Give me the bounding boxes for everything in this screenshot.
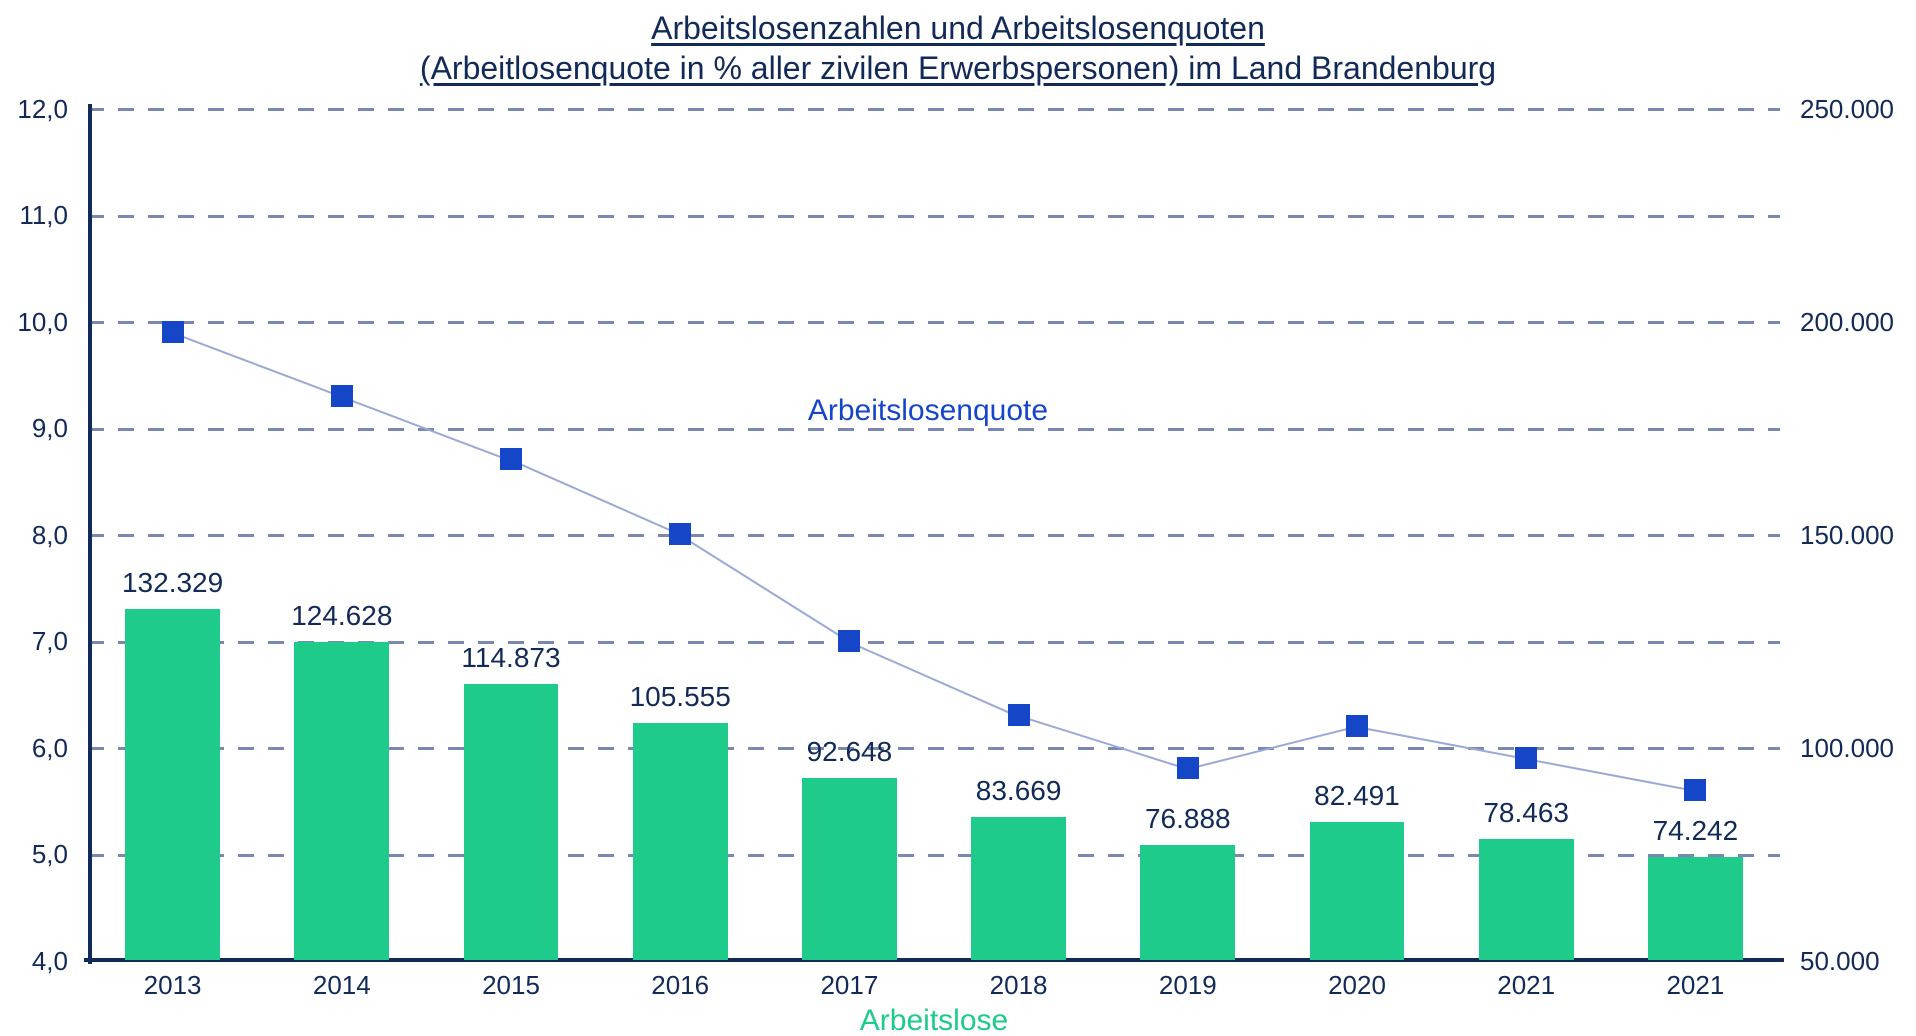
bar xyxy=(633,723,728,960)
x-tick-label: 2021 xyxy=(1476,970,1576,1001)
line-marker xyxy=(1177,757,1199,779)
y-right-tick: 50.000 xyxy=(1800,946,1880,977)
bar xyxy=(125,609,220,960)
bar-value-label: 76.888 xyxy=(1108,803,1268,835)
line-marker xyxy=(1515,747,1537,769)
bar xyxy=(802,778,897,960)
line-segment xyxy=(1357,726,1527,760)
x-tick-label: 2021 xyxy=(1645,970,1745,1001)
y-left-tick: 7,0 xyxy=(32,626,68,657)
line-segment xyxy=(1018,715,1188,770)
bar-value-label: 78.463 xyxy=(1446,797,1606,829)
x-tick-label: 2016 xyxy=(630,970,730,1001)
x-axis-title: Arbeitslose xyxy=(88,1004,1780,1036)
line-marker xyxy=(1346,715,1368,737)
line-segment xyxy=(1526,758,1696,792)
y-left-tick: 12,0 xyxy=(17,94,68,125)
bar xyxy=(1479,839,1574,960)
chart-title-line1: Arbeitslosenzahlen und Arbeitslosenquote… xyxy=(651,10,1265,46)
bar xyxy=(971,817,1066,960)
bar-value-label: 74.242 xyxy=(1615,815,1775,847)
y-left-tick: 10,0 xyxy=(17,307,68,338)
y-left-tick: 9,0 xyxy=(32,413,68,444)
x-tick-label: 2018 xyxy=(969,970,1069,1001)
bar xyxy=(1648,857,1743,960)
y-right-tick: 100.000 xyxy=(1800,733,1894,764)
y-right-tick: 250.000 xyxy=(1800,94,1894,125)
x-tick-label: 2019 xyxy=(1138,970,1238,1001)
y-left-tick: 11,0 xyxy=(19,200,68,231)
x-tick-label: 2014 xyxy=(292,970,392,1001)
y-left-tick: 8,0 xyxy=(32,520,68,551)
plot-area: 4,05,06,07,08,09,010,011,012,050.000100.… xyxy=(88,108,1780,960)
line-marker xyxy=(669,523,691,545)
line-marker xyxy=(1684,779,1706,801)
line-marker xyxy=(500,448,522,470)
bar xyxy=(464,684,559,960)
gridline xyxy=(88,321,1780,324)
bar-value-label: 105.555 xyxy=(600,681,760,713)
line-marker xyxy=(1008,704,1030,726)
line-segment xyxy=(849,641,1019,717)
gridline xyxy=(88,215,1780,218)
line-series-label: Arbeitslosenquote xyxy=(808,394,1048,428)
x-tick-label: 2013 xyxy=(123,970,223,1001)
y-left-tick: 6,0 xyxy=(32,733,68,764)
y-right-tick: 150.000 xyxy=(1800,520,1894,551)
bar-value-label: 92.648 xyxy=(769,736,929,768)
line-marker xyxy=(162,321,184,343)
bar-value-label: 82.491 xyxy=(1277,780,1437,812)
line-marker xyxy=(331,385,353,407)
bar xyxy=(294,642,389,960)
bar-value-label: 114.873 xyxy=(431,642,591,674)
chart-title-line2: (Arbeitlosenquote in % aller zivilen Erw… xyxy=(420,50,1496,86)
x-tick-label: 2020 xyxy=(1307,970,1407,1001)
gridline xyxy=(88,428,1780,431)
chart-container: { "title": { "line1": "Arbeitslosenzahle… xyxy=(0,0,1916,1036)
bar-value-label: 83.669 xyxy=(939,775,1099,807)
line-segment xyxy=(679,534,849,642)
y-left-tick: 5,0 xyxy=(32,839,68,870)
chart-title: Arbeitslosenzahlen und Arbeitslosenquote… xyxy=(0,8,1916,88)
y-left-tick: 4,0 xyxy=(32,946,68,977)
line-segment xyxy=(510,459,680,535)
gridline xyxy=(88,108,1780,111)
line-marker xyxy=(838,630,860,652)
bar-value-label: 132.329 xyxy=(93,567,253,599)
bar xyxy=(1140,845,1235,960)
x-tick-label: 2015 xyxy=(461,970,561,1001)
x-tick-label: 2017 xyxy=(799,970,899,1001)
bar-value-label: 124.628 xyxy=(262,600,422,632)
gridline xyxy=(88,534,1780,537)
y-right-tick: 200.000 xyxy=(1800,307,1894,338)
bar xyxy=(1310,822,1405,960)
line-segment xyxy=(172,332,342,398)
y-axis-line xyxy=(88,104,92,964)
